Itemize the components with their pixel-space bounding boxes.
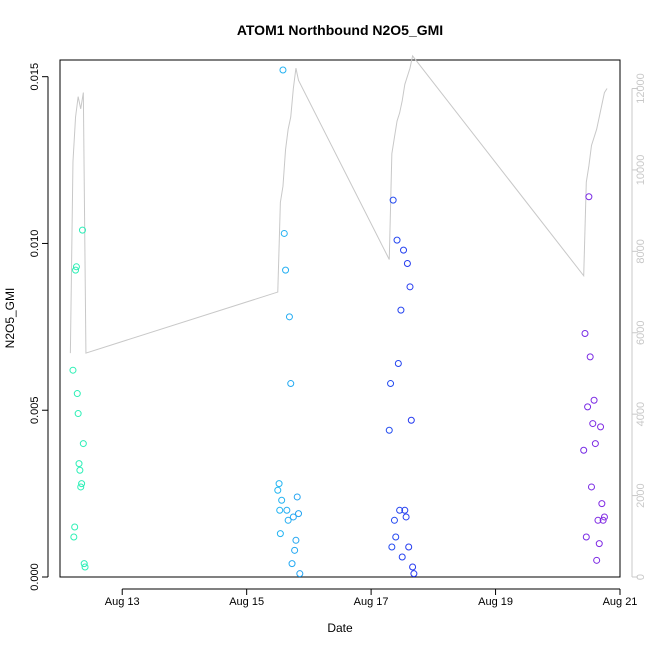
data-point: [584, 403, 592, 411]
data-point: [285, 313, 293, 321]
data-point: [287, 380, 295, 388]
y-axis-label: N2O5_GMI: [3, 288, 17, 349]
data-point: [410, 570, 418, 578]
data-point: [405, 543, 413, 551]
data-point: [407, 416, 415, 424]
x-tick-label: Aug 19: [478, 596, 513, 608]
y2-tick-label: 6000: [635, 321, 647, 345]
data-point: [280, 229, 288, 237]
data-point: [282, 266, 290, 274]
x-tick-label: Aug 13: [105, 596, 140, 608]
y-tick-label: 0.015: [29, 63, 41, 91]
data-point: [284, 516, 292, 524]
data-point: [581, 330, 589, 338]
data-point: [72, 263, 80, 271]
data-point: [296, 570, 304, 578]
data-point: [295, 510, 303, 518]
chart-title: ATOM1 Northbound N2O5_GMI: [237, 22, 443, 38]
altitude-line: [69, 54, 608, 354]
data-point: [293, 493, 301, 501]
data-point: [587, 483, 595, 491]
data-point: [75, 460, 83, 468]
data-point: [81, 563, 89, 571]
y-tick-label: 0.005: [29, 396, 41, 424]
data-point: [80, 560, 88, 568]
data-point: [597, 423, 605, 431]
data-point: [591, 440, 599, 448]
data-point: [593, 556, 601, 564]
data-point: [393, 236, 401, 244]
data-point: [73, 390, 81, 398]
data-point: [402, 513, 410, 521]
data-point: [403, 259, 411, 267]
data-point: [283, 506, 291, 514]
data-point: [69, 366, 77, 374]
y-tick-label: 0.010: [29, 230, 41, 258]
axes-layer: 0.000 0.005 0.010 0.015 0 2000 4000 6000 8000 100…: [29, 63, 647, 608]
data-point: [400, 246, 408, 254]
data-point: [586, 353, 594, 361]
plot-frame: [59, 59, 621, 578]
data-point: [585, 193, 593, 201]
data-point: [74, 410, 82, 418]
data-point: [394, 360, 402, 368]
y2-tick-label: 12000: [635, 73, 647, 104]
data-point: [397, 306, 405, 314]
data-point: [278, 496, 286, 504]
data-point: [389, 196, 397, 204]
x-axis-label: Date: [327, 621, 353, 635]
data-point: [582, 533, 590, 541]
data-point: [288, 560, 296, 568]
data-point: [580, 446, 588, 454]
data-point: [77, 483, 85, 491]
data-point: [387, 380, 395, 388]
data-point: [291, 546, 299, 554]
data-point: [595, 540, 603, 548]
data-point: [599, 516, 607, 524]
y2-tick-label: 4000: [635, 402, 647, 426]
data-point: [275, 480, 283, 488]
y2-tick-label: 2000: [635, 483, 647, 507]
data-point: [276, 530, 284, 538]
data-point: [392, 533, 400, 541]
data-point: [79, 440, 87, 448]
data-point: [401, 506, 409, 514]
data-point: [76, 466, 84, 474]
data-point: [78, 226, 86, 234]
data-point: [276, 506, 284, 514]
y2-tick-label: 0: [635, 574, 647, 580]
data-point: [78, 480, 86, 488]
data-point: [600, 513, 608, 521]
data-point: [594, 516, 602, 524]
data-point: [388, 543, 396, 551]
x-tick-label: Aug 21: [603, 596, 638, 608]
data-point: [72, 266, 80, 274]
data-point: [390, 516, 398, 524]
data-point: [409, 563, 417, 571]
data-point: [292, 536, 300, 544]
data-point: [274, 486, 282, 494]
y2-tick-label: 10000: [635, 155, 647, 186]
data-point: [598, 500, 606, 508]
data-point: [279, 66, 287, 74]
altitude-layer: [69, 54, 608, 354]
y-tick-label: 0.000: [29, 563, 41, 591]
data-point: [590, 396, 598, 404]
x-tick-label: Aug 17: [354, 596, 389, 608]
x-tick-label: Aug 15: [229, 596, 264, 608]
data-point: [71, 523, 79, 531]
data-point: [406, 283, 414, 291]
data-point: [385, 426, 393, 434]
data-point: [396, 506, 404, 514]
data-point: [398, 553, 406, 561]
data-point: [589, 420, 597, 428]
data-point: [70, 533, 78, 541]
data-point: [289, 513, 297, 521]
y2-tick-label: 8000: [635, 239, 647, 263]
points-layer: [69, 66, 608, 578]
